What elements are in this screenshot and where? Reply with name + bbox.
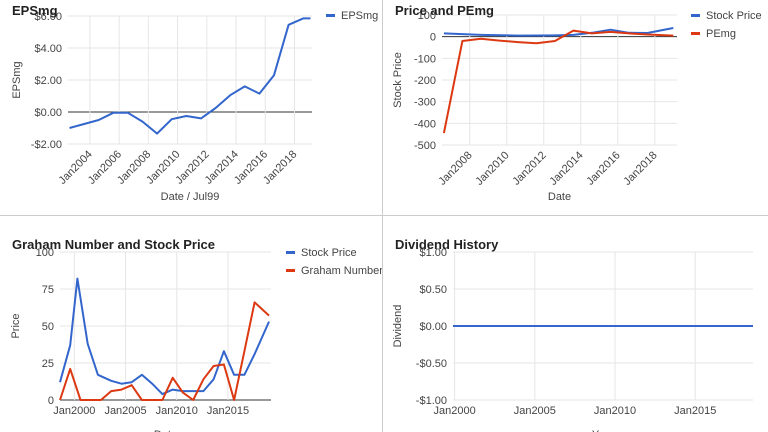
y-axis-label: Price [10, 313, 22, 338]
y-tick-label: $6.00 [34, 11, 62, 23]
legend-swatch [286, 269, 295, 272]
y-tick-label: -200 [414, 75, 436, 87]
legend-swatch [286, 251, 295, 254]
x-tick-label: Jan2012 [510, 149, 548, 187]
chart-title: EPSmg [12, 3, 58, 18]
legend-label: EPSmg [341, 10, 378, 22]
y-tick-label: 100 [36, 247, 54, 259]
chart-title: Graham Number and Stock Price [12, 237, 215, 252]
horizontal-divider [0, 215, 768, 216]
x-tick-label: Jan2018 [621, 149, 659, 187]
x-tick-label: Jan2015 [674, 405, 716, 417]
chart-eps: $6.00$4.00$2.00$0.00-$2.00Jan2004Jan2006… [11, 3, 378, 203]
chart-panel-graham: 100 75 50 25 0 Jan2000 Jan2005 Jan2010 Jan2015 Gr… [0, 216, 382, 432]
x-axis-label: Year [592, 429, 615, 432]
chart-panel-dividend: $1.00 $0.50 $0.00 -$0.50 -$1.00 Jan2000 Jan200… [383, 216, 768, 432]
y-tick-label: $0.50 [419, 284, 447, 296]
x-tick-label: Jan2010 [473, 149, 511, 187]
chart-title: Price and PEmg [395, 3, 494, 18]
legend-label: Stock Price [706, 10, 762, 22]
y-tick-label: 0 [430, 32, 436, 44]
x-tick-label: Jan2010 [156, 405, 198, 417]
y-tick-label: -100 [414, 53, 436, 65]
x-tick-label: Jan2010 [594, 405, 636, 417]
x-tick-label: Jan2016 [584, 149, 622, 187]
y-tick-label: 0 [48, 395, 54, 407]
x-tick-label: Jan2000 [433, 405, 475, 417]
y-axis-label: Stock Price [392, 52, 404, 108]
x-tick-label: Jan2005 [104, 405, 146, 417]
legend-swatch [326, 14, 335, 17]
y-tick-label: -$1.00 [416, 395, 447, 407]
legend-label: Stock Price [301, 247, 357, 259]
x-axis-label: Date [548, 191, 571, 203]
y-tick-label: 75 [42, 284, 54, 296]
x-tick-label: Jan2005 [514, 405, 556, 417]
y-tick-label: -$2.00 [31, 139, 62, 151]
y-tick-label: $4.00 [34, 43, 62, 55]
x-tick-label: Jan2015 [207, 405, 249, 417]
chart-title: Dividend History [395, 237, 499, 252]
y-tick-label: -$0.50 [416, 358, 447, 370]
vertical-divider [382, 0, 383, 432]
series-line-0 [443, 27, 674, 37]
legend-swatch [691, 32, 700, 35]
y-tick-label: -400 [414, 118, 436, 130]
legend-swatch [691, 14, 700, 17]
chart-panel-eps: $6.00 $4.00 $2.00 $0.00 -$2.00 Jan2004 Jan2006… [0, 0, 382, 215]
series-line-1 [442, 29, 674, 134]
y-tick-label: $1.00 [419, 247, 447, 259]
series-line-0 [69, 17, 311, 135]
legend-label: Graham Number [301, 265, 382, 277]
x-tick-label: Jan2008 [436, 149, 474, 187]
y-tick-label: $2.00 [34, 75, 62, 87]
series-line-1 [59, 301, 270, 401]
chart-price-pe: 1000-100-200-300-400-500Jan2008Jan2010Ja… [392, 3, 762, 203]
y-axis-label: Dividend [392, 305, 404, 348]
y-tick-label: 25 [42, 358, 54, 370]
y-tick-label: $0.00 [34, 107, 62, 119]
x-tick-label: Jan2000 [53, 405, 95, 417]
x-axis-label: Date / Jul99 [161, 191, 220, 203]
series-line-0 [59, 277, 270, 396]
y-axis-label: EPSmg [11, 61, 23, 98]
y-tick-label: $0.00 [419, 321, 447, 333]
y-tick-label: -500 [414, 140, 436, 152]
legend-label: PEmg [706, 28, 736, 40]
x-tick-label: Jan2014 [547, 149, 585, 187]
y-tick-label: 100 [418, 10, 436, 22]
y-tick-label: 50 [42, 321, 54, 333]
x-axis-label: Date [154, 429, 177, 432]
y-tick-label: -300 [414, 97, 436, 109]
chart-panel-price-pe: 100 0 -100 -200 -300 -400 -500 Jan2008 Jan2010 Ja… [383, 0, 768, 215]
